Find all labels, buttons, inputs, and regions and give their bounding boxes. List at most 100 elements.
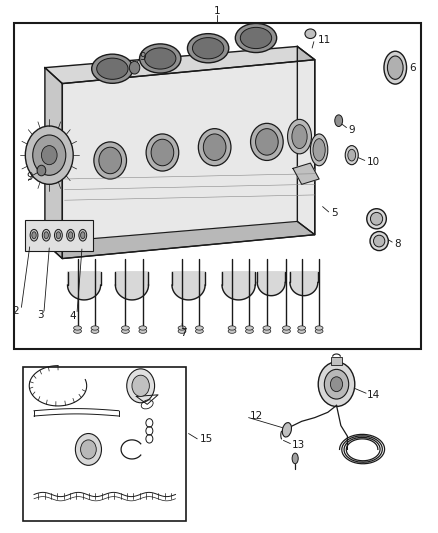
Polygon shape: [45, 68, 62, 259]
Ellipse shape: [42, 229, 50, 241]
Text: 9: 9: [140, 52, 146, 62]
Text: 4: 4: [70, 311, 77, 321]
Ellipse shape: [263, 329, 271, 333]
Ellipse shape: [92, 54, 133, 83]
Polygon shape: [297, 46, 315, 235]
Ellipse shape: [121, 329, 129, 333]
Circle shape: [132, 375, 149, 397]
Ellipse shape: [195, 329, 203, 333]
Ellipse shape: [374, 235, 385, 247]
Text: 13: 13: [292, 440, 305, 450]
Ellipse shape: [91, 326, 99, 330]
Polygon shape: [45, 221, 315, 259]
Ellipse shape: [81, 232, 85, 239]
Text: 2: 2: [12, 306, 19, 316]
Ellipse shape: [292, 125, 307, 149]
Circle shape: [33, 135, 66, 175]
Ellipse shape: [94, 142, 127, 179]
Ellipse shape: [56, 232, 60, 239]
Ellipse shape: [67, 229, 74, 241]
Ellipse shape: [68, 232, 73, 239]
Text: 9: 9: [26, 172, 33, 182]
Bar: [23, 367, 186, 521]
Ellipse shape: [335, 115, 343, 126]
Polygon shape: [222, 272, 255, 300]
Ellipse shape: [146, 134, 179, 171]
Ellipse shape: [255, 128, 278, 155]
Ellipse shape: [54, 229, 62, 241]
Text: 3: 3: [37, 310, 44, 320]
Ellipse shape: [32, 232, 36, 239]
Text: 1: 1: [213, 6, 220, 16]
Ellipse shape: [139, 326, 147, 330]
Ellipse shape: [371, 213, 383, 225]
Ellipse shape: [91, 329, 99, 333]
Ellipse shape: [140, 44, 181, 73]
Circle shape: [330, 377, 343, 392]
Ellipse shape: [313, 139, 325, 161]
Text: 14: 14: [367, 390, 380, 400]
Ellipse shape: [74, 329, 81, 333]
Text: 15: 15: [199, 434, 213, 444]
Ellipse shape: [192, 38, 224, 59]
Bar: [14, 22, 421, 349]
Ellipse shape: [251, 123, 283, 160]
Polygon shape: [290, 272, 318, 296]
Ellipse shape: [178, 326, 186, 330]
Ellipse shape: [228, 326, 236, 330]
Ellipse shape: [384, 51, 406, 84]
Polygon shape: [45, 46, 315, 84]
Ellipse shape: [246, 326, 253, 330]
Ellipse shape: [246, 329, 253, 333]
Bar: [25, 220, 93, 251]
Ellipse shape: [139, 329, 147, 333]
Ellipse shape: [97, 58, 128, 79]
Ellipse shape: [305, 29, 316, 38]
Ellipse shape: [283, 423, 291, 437]
Polygon shape: [67, 272, 101, 300]
Polygon shape: [172, 272, 205, 300]
Circle shape: [324, 369, 349, 399]
Text: 6: 6: [409, 63, 416, 72]
Circle shape: [129, 61, 140, 74]
Ellipse shape: [79, 229, 87, 241]
Circle shape: [318, 362, 355, 407]
Ellipse shape: [263, 326, 271, 330]
Ellipse shape: [235, 23, 277, 53]
Text: 7: 7: [180, 328, 187, 338]
Bar: [331, 357, 342, 365]
Polygon shape: [257, 272, 285, 296]
Text: 5: 5: [331, 208, 337, 219]
Circle shape: [127, 369, 155, 403]
Text: 8: 8: [394, 239, 401, 249]
Ellipse shape: [367, 209, 386, 229]
Text: 11: 11: [318, 35, 332, 45]
Ellipse shape: [345, 146, 358, 165]
Ellipse shape: [283, 329, 290, 333]
Polygon shape: [293, 163, 319, 184]
Ellipse shape: [315, 326, 323, 330]
Ellipse shape: [348, 149, 356, 161]
Ellipse shape: [121, 326, 129, 330]
Ellipse shape: [228, 329, 236, 333]
Ellipse shape: [178, 329, 186, 333]
Ellipse shape: [298, 326, 306, 330]
Ellipse shape: [195, 326, 203, 330]
Ellipse shape: [288, 119, 311, 154]
Ellipse shape: [151, 139, 174, 166]
Ellipse shape: [74, 326, 81, 330]
Circle shape: [81, 440, 96, 459]
Circle shape: [42, 146, 57, 165]
Ellipse shape: [388, 56, 403, 79]
Ellipse shape: [99, 147, 121, 174]
Text: 10: 10: [367, 157, 380, 167]
Circle shape: [37, 165, 46, 176]
Polygon shape: [116, 272, 148, 300]
Ellipse shape: [198, 128, 231, 166]
Ellipse shape: [298, 329, 306, 333]
Ellipse shape: [311, 134, 328, 166]
Circle shape: [25, 126, 73, 184]
Ellipse shape: [203, 134, 226, 160]
Polygon shape: [62, 60, 315, 259]
Circle shape: [75, 433, 102, 465]
